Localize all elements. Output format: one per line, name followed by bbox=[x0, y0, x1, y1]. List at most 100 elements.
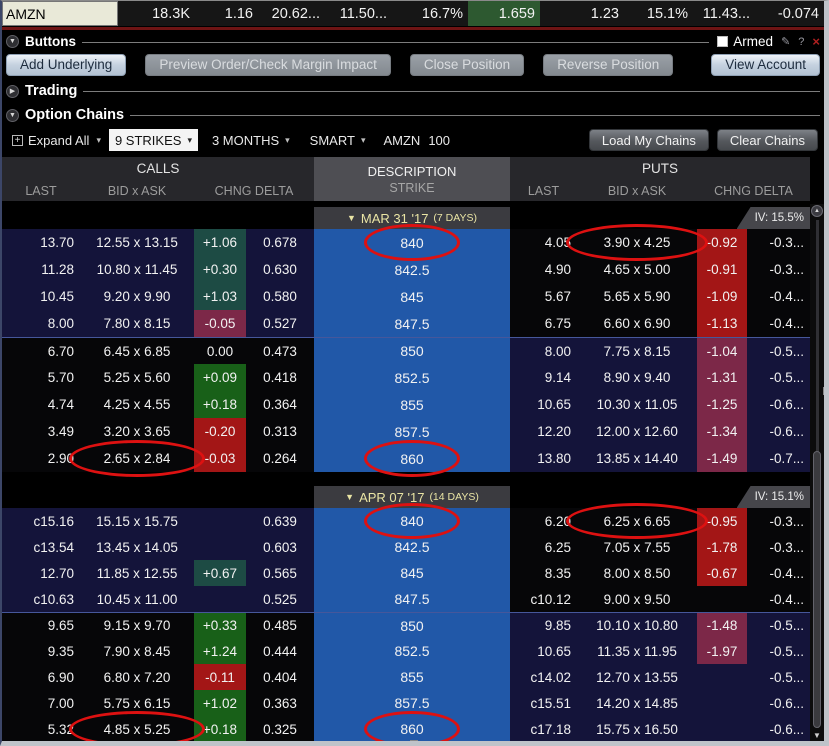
armed-checkbox[interactable] bbox=[717, 36, 729, 47]
strike-cell[interactable]: 852.5 bbox=[314, 364, 510, 391]
call-change-cell[interactable]: -0.11 bbox=[194, 664, 246, 690]
expiry-group-toggle[interactable]: ▼ APR 07 '17 (14 DAYS) bbox=[314, 486, 510, 508]
vertical-scrollbar[interactable]: ▲ ▼ bbox=[810, 204, 824, 741]
call-bidask-cell[interactable]: 7.90 x 8.45 bbox=[80, 638, 194, 664]
strike-cell[interactable]: 860 bbox=[314, 445, 510, 472]
quote-value-cell[interactable]: 1.23 bbox=[590, 5, 619, 22]
call-change-cell[interactable]: -0.20 bbox=[194, 418, 246, 445]
call-last-cell[interactable]: 4.74 bbox=[2, 391, 80, 418]
quote-value-cell[interactable]: 15.1% bbox=[646, 5, 688, 22]
call-change-cell[interactable]: +1.02 bbox=[194, 690, 246, 716]
put-last-cell[interactable]: 12.20 bbox=[510, 418, 577, 445]
put-change-cell[interactable]: -1.31 bbox=[697, 364, 747, 391]
strike-cell[interactable]: 852.5 bbox=[314, 638, 510, 664]
call-bidask-cell[interactable]: 12.55 x 13.15 bbox=[80, 229, 194, 256]
strike-cell[interactable]: 847.5 bbox=[314, 310, 510, 337]
put-bidask-cell[interactable]: 10.30 x 11.05 bbox=[577, 391, 697, 418]
months-dropdown[interactable]: 3 MONTHS ▾ bbox=[206, 131, 296, 150]
puts-bidask-header[interactable]: BID x ASK bbox=[607, 183, 667, 198]
put-last-cell[interactable]: 10.65 bbox=[510, 638, 577, 664]
call-bidask-cell[interactable]: 4.25 x 4.55 bbox=[80, 391, 194, 418]
strike-cell[interactable]: 840 bbox=[314, 229, 510, 256]
put-last-cell[interactable]: c10.12 bbox=[510, 586, 577, 612]
call-bidask-cell[interactable]: 9.15 x 9.70 bbox=[80, 613, 194, 638]
collapse-chains-button[interactable]: ▼ bbox=[6, 108, 19, 122]
strike-cell[interactable]: 860 bbox=[314, 716, 510, 741]
call-last-cell[interactable]: 12.70 bbox=[2, 560, 80, 586]
expiry-group-toggle[interactable]: ▼ MAR 31 '17 (7 DAYS) bbox=[314, 207, 510, 229]
strike-cell[interactable]: 855 bbox=[314, 664, 510, 690]
call-change-cell[interactable]: -0.03 bbox=[194, 445, 246, 472]
strike-cell[interactable]: 855 bbox=[314, 391, 510, 418]
call-change-cell[interactable]: -0.05 bbox=[194, 310, 246, 337]
put-bidask-cell[interactable]: 14.20 x 14.85 bbox=[577, 690, 697, 716]
call-change-cell[interactable]: +0.33 bbox=[194, 613, 246, 638]
call-last-cell[interactable]: 5.70 bbox=[2, 364, 80, 391]
call-last-cell[interactable]: 6.90 bbox=[2, 664, 80, 690]
scroll-up-button[interactable]: ▲ bbox=[811, 205, 823, 217]
call-bidask-cell[interactable]: 6.80 x 7.20 bbox=[80, 664, 194, 690]
call-bidask-cell[interactable]: 5.25 x 5.60 bbox=[80, 364, 194, 391]
put-last-cell[interactable]: 6.25 bbox=[510, 534, 577, 560]
call-last-cell[interactable]: 13.70 bbox=[2, 229, 80, 256]
call-bidask-cell[interactable]: 2.65 x 2.84 bbox=[80, 445, 194, 472]
call-bidask-cell[interactable]: 5.75 x 6.15 bbox=[80, 690, 194, 716]
chevron-down-icon[interactable]: ▾ bbox=[96, 134, 101, 145]
call-bidask-cell[interactable]: 13.45 x 14.05 bbox=[80, 534, 194, 560]
call-change-cell[interactable]: +1.06 bbox=[194, 229, 246, 256]
strike-cell[interactable]: 845 bbox=[314, 283, 510, 310]
put-bidask-cell[interactable]: 10.10 x 10.80 bbox=[577, 613, 697, 638]
expand-trading-button[interactable]: ▶ bbox=[6, 84, 19, 98]
strike-cell[interactable]: 857.5 bbox=[314, 690, 510, 716]
put-change-cell[interactable]: -1.34 bbox=[697, 418, 747, 445]
call-bidask-cell[interactable]: 9.20 x 9.90 bbox=[80, 283, 194, 310]
symbol-cell[interactable]: AMZN bbox=[2, 1, 118, 26]
calls-last-header[interactable]: LAST bbox=[25, 183, 57, 198]
put-last-cell[interactable]: 5.67 bbox=[510, 283, 577, 310]
call-bidask-cell[interactable]: 11.85 x 12.55 bbox=[80, 560, 194, 586]
strike-cell[interactable]: 847.5 bbox=[314, 586, 510, 612]
call-last-cell[interactable]: 9.65 bbox=[2, 613, 80, 638]
strike-cell[interactable]: 850 bbox=[314, 338, 510, 364]
description-strike-header[interactable]: DESCRIPTION STRIKE bbox=[314, 157, 510, 201]
put-last-cell[interactable]: c15.51 bbox=[510, 690, 577, 716]
call-last-cell[interactable]: c13.54 bbox=[2, 534, 80, 560]
put-bidask-cell[interactable]: 5.65 x 5.90 bbox=[577, 283, 697, 310]
put-change-cell[interactable] bbox=[697, 716, 747, 741]
put-bidask-cell[interactable]: 11.35 x 11.95 bbox=[577, 638, 697, 664]
call-change-cell[interactable]: +0.18 bbox=[194, 716, 246, 741]
put-change-cell[interactable]: -1.49 bbox=[697, 445, 747, 472]
call-change-cell[interactable]: +1.03 bbox=[194, 283, 246, 310]
put-last-cell[interactable]: c14.02 bbox=[510, 664, 577, 690]
put-change-cell[interactable]: -0.92 bbox=[697, 229, 747, 256]
call-bidask-cell[interactable]: 15.15 x 15.75 bbox=[80, 508, 194, 534]
put-change-cell[interactable]: -1.78 bbox=[697, 534, 747, 560]
puts-chngdelta-header[interactable]: CHNG DELTA bbox=[714, 183, 793, 198]
resize-handle-bottom[interactable] bbox=[410, 740, 418, 741]
route-dropdown[interactable]: SMART ▾ bbox=[304, 131, 372, 150]
put-change-cell[interactable] bbox=[697, 664, 747, 690]
call-last-cell[interactable]: 3.49 bbox=[2, 418, 80, 445]
call-change-cell[interactable] bbox=[194, 534, 246, 560]
put-change-cell[interactable]: -1.97 bbox=[697, 638, 747, 664]
strike-cell[interactable]: 842.5 bbox=[314, 256, 510, 283]
call-bidask-cell[interactable]: 7.80 x 8.15 bbox=[80, 310, 194, 337]
put-bidask-cell[interactable]: 13.85 x 14.40 bbox=[577, 445, 697, 472]
quote-value-cell[interactable]: 11.50... bbox=[339, 5, 387, 22]
load-my-chains-button[interactable]: Load My Chains bbox=[588, 129, 709, 151]
put-bidask-cell[interactable]: 12.00 x 12.60 bbox=[577, 418, 697, 445]
put-bidask-cell[interactable]: 6.25 x 6.65 bbox=[577, 508, 697, 534]
quote-value-cell[interactable]: 1.659 bbox=[468, 1, 540, 26]
put-bidask-cell[interactable]: 9.00 x 9.50 bbox=[577, 586, 697, 612]
reverse-position-button[interactable]: Reverse Position bbox=[543, 53, 674, 76]
clear-chains-button[interactable]: Clear Chains bbox=[716, 129, 818, 151]
call-last-cell[interactable]: 11.28 bbox=[2, 256, 80, 283]
call-bidask-cell[interactable]: 4.85 x 5.25 bbox=[80, 716, 194, 741]
call-change-cell[interactable]: +0.67 bbox=[194, 560, 246, 586]
put-bidask-cell[interactable]: 15.75 x 16.50 bbox=[577, 716, 697, 741]
put-bidask-cell[interactable]: 8.90 x 9.40 bbox=[577, 364, 697, 391]
put-last-cell[interactable]: 8.35 bbox=[510, 560, 577, 586]
strike-cell[interactable]: 842.5 bbox=[314, 534, 510, 560]
put-change-cell[interactable]: -0.91 bbox=[697, 256, 747, 283]
put-last-cell[interactable]: 4.90 bbox=[510, 256, 577, 283]
